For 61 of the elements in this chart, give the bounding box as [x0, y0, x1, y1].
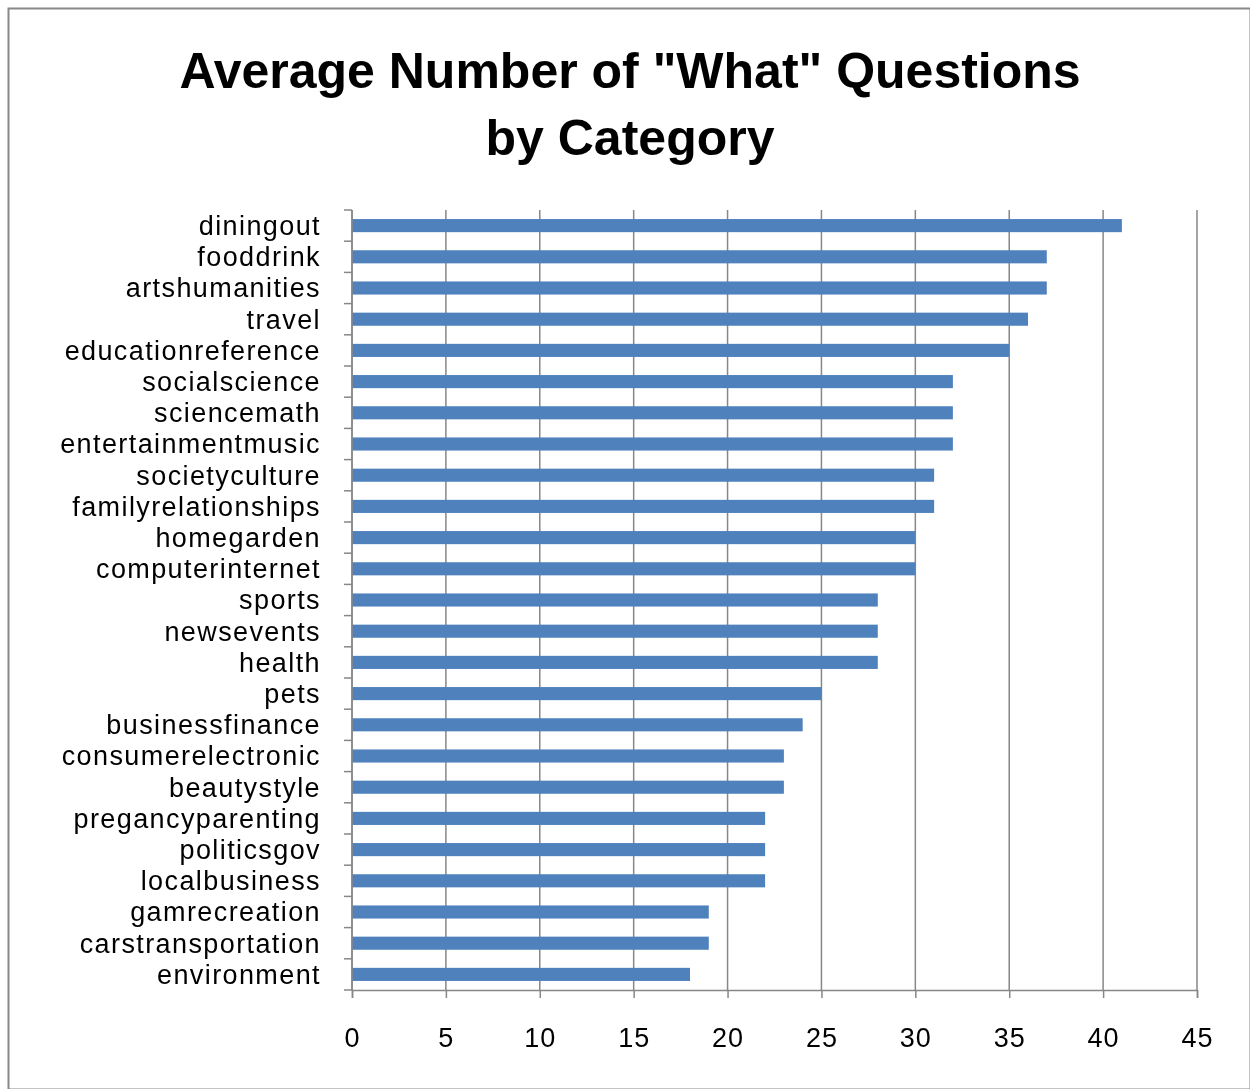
y-tick-label: familyrelationships [72, 491, 321, 522]
x-tick-label: 0 [344, 1023, 361, 1054]
bar [352, 281, 1047, 295]
y-tick-label: carstransportation [79, 928, 321, 959]
bar [352, 749, 784, 763]
bar [352, 219, 1122, 233]
bar [352, 593, 878, 607]
y-tick-label: computerinternet [95, 554, 321, 585]
bar [352, 312, 1028, 326]
y-tick-label: health [239, 647, 321, 678]
bar [352, 905, 709, 919]
bar [352, 468, 935, 482]
bar [352, 967, 690, 981]
y-tick-label: socialscience [142, 367, 321, 398]
bar [352, 499, 935, 513]
x-tick-label: 35 [993, 1023, 1026, 1054]
y-tick-label: consumerelectronic [61, 741, 321, 772]
y-tick-label: politicsgov [179, 835, 321, 866]
y-tick-label: educationreference [64, 335, 321, 366]
bar [352, 811, 766, 825]
x-tick-label: 10 [524, 1023, 557, 1054]
bar [352, 343, 1010, 357]
bar [352, 562, 916, 576]
y-tick-label: artshumanities [125, 273, 321, 304]
y-tick-label: businessfinance [106, 710, 321, 741]
bar [352, 780, 784, 794]
bar [352, 406, 953, 420]
y-tick-label: newsevents [164, 616, 321, 647]
bar [352, 843, 766, 857]
y-tick-label: sports [239, 585, 321, 616]
y-tick-label: pets [264, 679, 321, 710]
bar [352, 250, 1047, 264]
y-tick-label: environment [157, 959, 321, 990]
bar [352, 718, 803, 732]
y-tick-label: sciencemath [154, 398, 321, 429]
y-tick-label: pregancyparenting [73, 803, 321, 834]
x-tick-label: 20 [712, 1023, 745, 1054]
y-tick-label: entertainmentmusic [60, 429, 321, 460]
bar [352, 624, 878, 638]
x-tick-label: 25 [805, 1023, 838, 1054]
bar [352, 375, 953, 389]
x-tick-label: 15 [618, 1023, 651, 1054]
x-tick-label: 40 [1087, 1023, 1120, 1054]
bar [352, 874, 766, 888]
bar [352, 531, 916, 545]
x-tick-label: 30 [899, 1023, 932, 1054]
y-tick-label: homegarden [155, 523, 321, 554]
y-tick-label: societyculture [136, 460, 321, 491]
bar [352, 687, 822, 701]
bar [352, 936, 709, 950]
y-tick-label: gamrecreation [130, 897, 321, 928]
y-tick-label: localbusiness [140, 866, 321, 897]
y-tick-label: diningout [198, 211, 321, 242]
x-tick-label: 45 [1181, 1023, 1214, 1054]
y-tick-label: fooddrink [197, 242, 321, 273]
y-tick-label: travel [246, 304, 321, 335]
x-tick-label: 5 [438, 1023, 455, 1054]
bar [352, 655, 878, 669]
chart-title: Average Number of "What" Questions by Category [179, 43, 1081, 166]
y-tick-label: beautystyle [169, 772, 321, 803]
bar [352, 437, 953, 451]
